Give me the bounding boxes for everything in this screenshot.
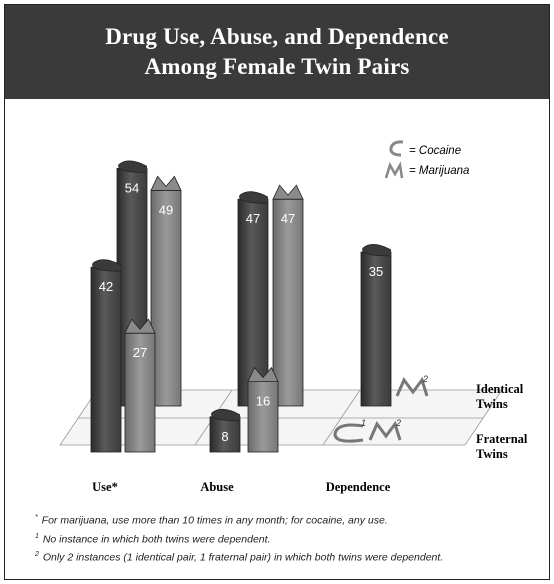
category-label-use: Use* xyxy=(92,480,118,494)
marker-footnote-fraternal-twins-cocaine: 1 xyxy=(361,418,366,428)
marker-fraternal-twins-dependence-cocaine: 1 xyxy=(333,418,366,443)
bar-fraternal-twins-abuse-cocaine: 8 xyxy=(209,408,241,453)
marker-fraternal-twins-dependence-marijuana: 2 xyxy=(368,418,402,441)
footnote-3: 2 Only 2 instances (1 identical pair, 1 … xyxy=(35,547,545,566)
value-label-fraternal-twins-use-marijuana: 27 xyxy=(133,345,147,360)
marker-footnote-identical-twins-marijuana: 2 xyxy=(422,374,428,384)
row-label-identical-1: Identical xyxy=(476,382,524,396)
footnote-1-text: For marijuana, use more than 10 times in… xyxy=(41,514,388,527)
bar-identical-twins-abuse-marijuana: 47 xyxy=(272,184,304,407)
category-label-dependence: Dependence xyxy=(326,480,391,494)
footnote-3-mark: 2 xyxy=(35,551,39,558)
row-label-fraternal-2: Twins xyxy=(476,447,508,461)
marker-footnote-fraternal-twins-marijuana: 2 xyxy=(395,418,401,428)
value-label-fraternal-twins-abuse-cocaine: 8 xyxy=(221,429,228,444)
bar-fraternal-twins-use-marijuana: 27 xyxy=(124,318,156,453)
row-label-identical-2: Twins xyxy=(476,397,508,411)
marker-identical-twins-dependence-marijuana: 2 xyxy=(395,374,429,397)
value-label-identical-twins-abuse-cocaine: 47 xyxy=(246,211,260,226)
value-label-identical-twins-use-marijuana: 49 xyxy=(159,202,173,217)
legend: = Cocaine = Marijuana xyxy=(384,140,469,179)
row-label-fraternal-1: Fraternal xyxy=(476,432,528,446)
value-label-fraternal-twins-abuse-marijuana: 16 xyxy=(256,394,270,409)
legend-cocaine-icon xyxy=(389,140,404,157)
legend-marijuana-label: = Marijuana xyxy=(409,165,469,177)
category-label-abuse: Abuse xyxy=(200,480,234,494)
chart-frame: Drug Use, Abuse, and Dependence Among Fe… xyxy=(4,4,550,580)
title-bar: Drug Use, Abuse, and Dependence Among Fe… xyxy=(5,5,549,99)
footnote-1-mark: * xyxy=(35,514,38,521)
chart-plot: = Cocaine = Marijuana 54 49 47 47 35 42 27 8 16 2… xyxy=(59,140,528,494)
chart-title-line-1: Drug Use, Abuse, and Dependence xyxy=(105,24,449,49)
bar-identical-twins-use-marijuana: 49 xyxy=(150,175,182,407)
bar-fraternal-twins-use-cocaine: 42 xyxy=(90,259,122,453)
footnote-3-text: Only 2 instances (1 identical pair, 1 fr… xyxy=(42,551,444,564)
footnote-2-mark: 1 xyxy=(35,532,39,540)
chart-title-line-2: Among Female Twin Pairs xyxy=(144,54,410,79)
legend-cocaine-label: = Cocaine xyxy=(409,145,461,157)
footnote-2: 1 No instance in which both twins were d… xyxy=(35,529,545,548)
footnote-2-text: No instance in which both twins were dep… xyxy=(42,533,271,545)
value-label-identical-twins-dependence-cocaine: 35 xyxy=(369,264,383,279)
legend-marijuana-icon xyxy=(384,161,404,179)
value-label-identical-twins-use-cocaine: 54 xyxy=(125,180,139,195)
value-label-identical-twins-abuse-marijuana: 47 xyxy=(281,211,295,226)
footnotes: * For marijuana, use more than 10 times … xyxy=(35,510,545,566)
footnote-1: * For marijuana, use more than 10 times … xyxy=(35,510,545,529)
bars-group: 54 49 47 47 35 42 27 8 16 2 1 2 xyxy=(90,160,429,453)
bar-fraternal-twins-abuse-marijuana: 16 xyxy=(247,366,279,453)
value-label-fraternal-twins-use-cocaine: 42 xyxy=(99,279,113,294)
bar-identical-twins-dependence-cocaine: 35 xyxy=(360,244,392,407)
